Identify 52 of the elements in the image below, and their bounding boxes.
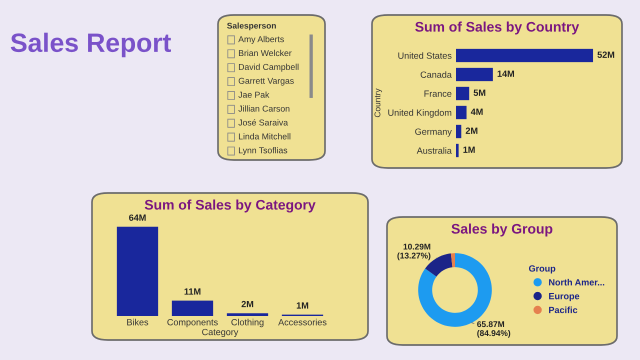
x-tick-label: Components — [167, 319, 218, 328]
data-label: 2M — [466, 128, 478, 134]
bar — [456, 68, 493, 82]
x-tick-label: Accessories — [278, 318, 327, 326]
bar — [116, 226, 158, 316]
legend-label: Europe — [549, 293, 580, 302]
data-label: 14M — [498, 70, 514, 77]
text: Garrett Vargas — [238, 78, 294, 86]
text: Lynn Tsoflias — [238, 147, 288, 156]
text: Jae Pak — [238, 91, 270, 98]
x-tick-label: Bikes — [127, 318, 148, 326]
y-tick-label: United States — [398, 52, 452, 59]
y-axis-title: Country — [374, 88, 382, 118]
y-tick-label: United Kingdom — [388, 109, 452, 118]
text: Amy Alberts — [238, 36, 284, 44]
text: Salesperson — [227, 22, 276, 30]
text: José Saraiva — [238, 119, 288, 126]
bar — [456, 48, 594, 62]
data-label: 1M — [463, 146, 475, 153]
y-tick-label: Australia — [416, 147, 452, 154]
bar — [456, 124, 462, 138]
data-label: 11M — [184, 288, 200, 295]
x-axis-title: Category — [202, 328, 238, 337]
legend-label: North Amer... — [549, 278, 604, 286]
x-tick-label: Clothing — [231, 318, 264, 328]
y-tick-label: Germany — [415, 128, 452, 137]
bar — [172, 300, 214, 316]
chart-title: Sales by Group — [451, 224, 552, 236]
text: Sales Report — [10, 32, 171, 58]
data-label: 2M — [242, 300, 254, 308]
data-label: 4M — [470, 108, 483, 115]
bar — [226, 313, 268, 316]
bar — [456, 144, 459, 158]
text: Jillian Carson — [238, 105, 290, 112]
legend-title: Group — [528, 265, 556, 274]
text: Linda Mitchell — [238, 133, 290, 140]
text: David Campbell — [238, 64, 298, 72]
y-tick-label: France — [424, 90, 452, 97]
data-label: 5M — [474, 90, 486, 96]
y-tick-label: Canada — [420, 71, 452, 78]
data-label: 64M — [129, 214, 146, 221]
data-label: 52M — [597, 52, 614, 58]
data-label: 1M — [296, 302, 308, 309]
donut-slice — [450, 253, 455, 268]
bar — [456, 106, 467, 120]
chart-title: Sum of Sales by Country — [415, 22, 580, 34]
data-label: 10.29M (13.27%) — [397, 244, 430, 260]
legend-label: Pacific — [549, 306, 578, 314]
bar — [456, 86, 470, 100]
text: Brian Welcker — [238, 50, 292, 56]
data-label: 65.87M (84.94%) — [477, 321, 510, 338]
chart-title: Sum of Sales by Category — [144, 199, 316, 213]
